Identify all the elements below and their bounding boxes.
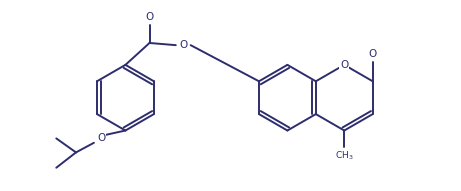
Text: O: O: [145, 12, 154, 22]
Text: O: O: [179, 40, 187, 50]
Text: CH$_3$: CH$_3$: [335, 150, 354, 162]
Text: O: O: [369, 49, 377, 59]
Text: O: O: [97, 133, 106, 143]
Text: O: O: [340, 60, 349, 70]
